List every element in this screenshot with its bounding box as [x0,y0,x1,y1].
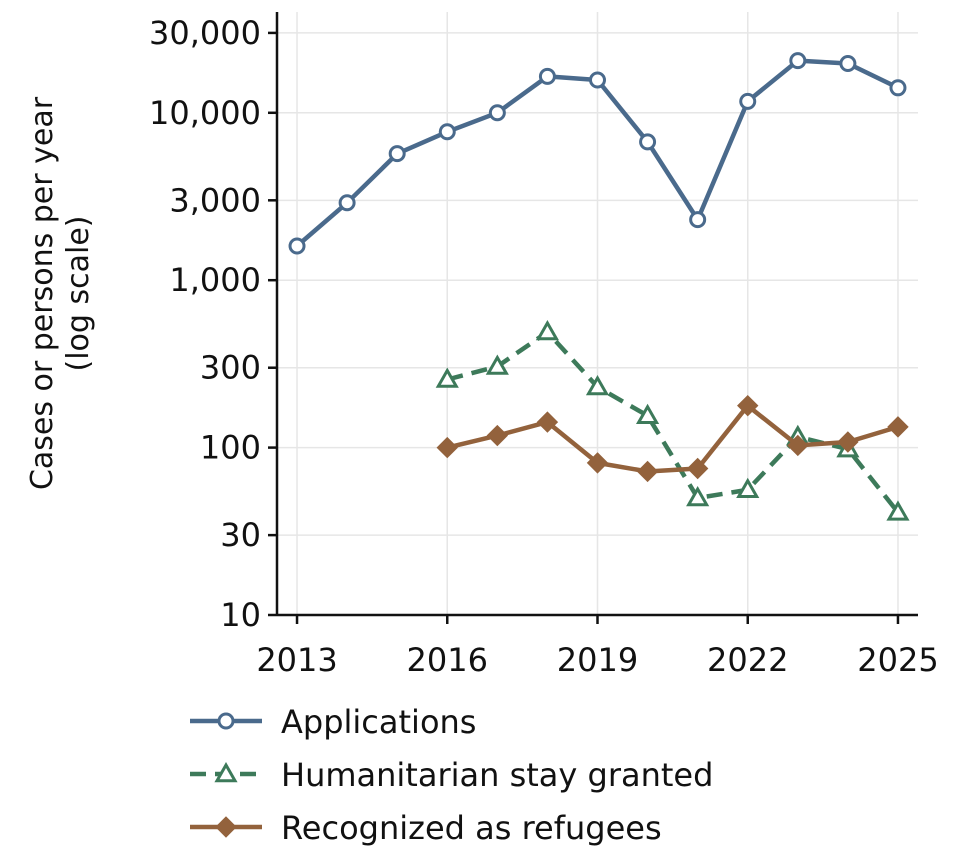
y-tick-label: 30,000 [149,14,261,52]
data-point [636,460,659,483]
data-point [535,320,560,341]
y-axis-title: Cases or persons per year(log scale) [25,96,96,490]
y-tick-label: 10 [220,596,261,634]
y-axis-title-line: (log scale) [61,216,96,372]
data-point [589,71,606,89]
data-point [436,436,458,459]
legend-label: Humanitarian stay granted [281,756,713,794]
data-point [635,403,660,424]
data-point [639,133,657,151]
data-point [886,500,910,521]
data-point [536,411,559,433]
y-axis-title-text: Cases or persons per year(log scale) [25,96,96,490]
data-point [739,92,757,110]
x-tick-label: 2025 [857,641,938,679]
tick-labels: 10 30 100 300 1,000 3,000 10,000 30,000 2013 2016… [149,14,939,679]
series-recognized-as-refugees [436,394,909,483]
data-point [889,79,907,97]
grid-layer [277,12,918,616]
data-point [789,52,807,70]
data-point [435,367,459,388]
data-point [686,457,709,480]
data-point [737,394,759,417]
legend-marker [215,816,237,838]
data-point [388,145,406,163]
data-point [689,211,707,229]
series-line [446,329,900,514]
series-applications [288,52,907,255]
data-point [837,431,859,453]
legend-item-recognized-as-refugees: Recognized as refugees [190,809,662,847]
axes [268,12,918,624]
series-line [445,403,901,474]
legend-marker [214,761,238,783]
data-point [338,194,356,212]
x-tick-label: 2019 [557,641,638,679]
y-axis-title-line: Cases or persons per year [25,96,60,490]
data-point [438,123,456,141]
data-point [288,237,306,255]
data-point [787,434,809,457]
y-tick-label: 1,000 [169,261,261,299]
legend: Applications Humanitarian stay granted Rec… [190,703,713,847]
x-tick-label: 2016 [407,641,488,679]
x-tick-label: 2013 [256,641,337,679]
data-point [887,416,909,438]
data-point [686,485,710,507]
series-layer [288,52,910,521]
data-point [736,477,760,499]
y-tick-label: 10,000 [149,94,261,132]
legend-item-applications: Applications [190,703,476,741]
y-tick-label: 30 [220,516,261,554]
legend-item-humanitarian-stay-granted: Humanitarian stay granted [190,756,713,794]
data-point [486,424,509,447]
data-point [538,67,556,85]
data-point [839,54,857,72]
y-tick-label: 3,000 [169,181,261,219]
data-point [488,104,506,122]
y-tick-label: 100 [200,429,261,467]
x-tick-label: 2022 [707,641,788,679]
series-humanitarian-stay-granted [435,320,910,521]
legend-label: Recognized as refugees [281,809,662,847]
legend-marker [217,712,235,730]
data-point [586,452,609,474]
data-point [585,375,610,396]
y-tick-label: 300 [200,349,261,387]
legend-label: Applications [281,703,476,741]
data-point [485,354,509,375]
